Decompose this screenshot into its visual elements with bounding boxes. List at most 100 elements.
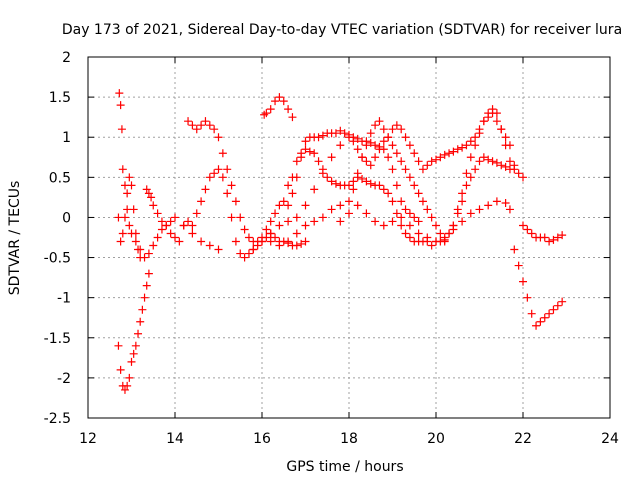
data-point bbox=[336, 217, 345, 226]
data-point bbox=[453, 145, 462, 154]
data-point bbox=[484, 109, 493, 118]
data-point bbox=[475, 129, 484, 138]
data-point bbox=[488, 157, 497, 166]
data-point bbox=[327, 153, 336, 162]
data-point bbox=[117, 125, 126, 134]
data-point bbox=[375, 181, 384, 190]
data-point bbox=[301, 201, 310, 210]
data-point bbox=[279, 97, 288, 106]
data-point bbox=[432, 155, 440, 164]
data-point bbox=[120, 385, 129, 394]
data-point bbox=[358, 153, 367, 162]
data-point bbox=[138, 305, 147, 314]
data-point bbox=[362, 209, 371, 218]
data-point bbox=[314, 133, 323, 142]
data-point bbox=[301, 137, 310, 146]
data-point bbox=[244, 249, 253, 258]
series-track-j bbox=[336, 197, 514, 246]
data-point bbox=[397, 221, 406, 230]
data-point bbox=[401, 165, 410, 174]
data-point bbox=[458, 189, 467, 198]
data-point bbox=[336, 201, 345, 210]
data-point bbox=[266, 105, 275, 114]
data-point bbox=[379, 185, 388, 194]
data-point bbox=[210, 169, 219, 178]
data-point bbox=[140, 293, 149, 302]
data-point bbox=[188, 121, 197, 130]
data-point bbox=[116, 365, 125, 374]
data-point bbox=[231, 237, 240, 246]
data-point bbox=[449, 225, 458, 234]
data-point bbox=[371, 153, 380, 162]
data-point bbox=[288, 173, 297, 182]
data-point bbox=[260, 110, 269, 119]
data-point bbox=[214, 165, 223, 174]
data-point bbox=[475, 205, 484, 214]
data-point bbox=[318, 169, 327, 178]
data-point bbox=[362, 141, 371, 150]
data-point bbox=[262, 109, 271, 118]
data-point bbox=[436, 229, 445, 238]
data-point bbox=[427, 157, 436, 166]
data-point bbox=[401, 229, 410, 238]
data-point bbox=[405, 173, 414, 182]
data-point bbox=[362, 157, 371, 166]
data-point bbox=[336, 126, 345, 135]
data-point bbox=[125, 373, 134, 382]
data-point bbox=[310, 185, 319, 194]
data-point bbox=[353, 201, 362, 210]
data-point bbox=[427, 241, 436, 250]
y-tick-label: -2.5 bbox=[44, 411, 71, 427]
data-point bbox=[523, 225, 532, 234]
data-point bbox=[462, 141, 471, 150]
data-point bbox=[275, 241, 284, 250]
data-point bbox=[405, 209, 414, 218]
data-point bbox=[388, 165, 397, 174]
data-point bbox=[510, 245, 519, 254]
y-tick-label: -1.5 bbox=[44, 331, 71, 347]
y-tick-label: 0.5 bbox=[49, 170, 71, 186]
data-point bbox=[284, 217, 293, 226]
data-point bbox=[314, 157, 323, 166]
data-point bbox=[375, 145, 384, 154]
series-track-e bbox=[184, 117, 423, 246]
data-point bbox=[366, 138, 375, 147]
y-tick-label: 1.5 bbox=[49, 90, 71, 106]
data-point bbox=[418, 197, 427, 206]
y-tick-label: 2 bbox=[62, 50, 71, 66]
data-point bbox=[275, 201, 284, 210]
data-point bbox=[125, 173, 134, 182]
data-point bbox=[414, 157, 423, 166]
data-point bbox=[545, 309, 554, 318]
data-point bbox=[258, 237, 266, 246]
data-point bbox=[292, 157, 301, 166]
data-point bbox=[484, 201, 493, 210]
x-tick-labels: 12 14 16 18 20 22 24 bbox=[79, 431, 619, 447]
data-point bbox=[492, 158, 501, 167]
data-point bbox=[305, 147, 314, 156]
y-tick-label: -2 bbox=[57, 371, 71, 387]
data-point bbox=[514, 261, 523, 270]
data-point bbox=[405, 141, 414, 150]
data-point bbox=[153, 209, 162, 218]
data-point bbox=[218, 173, 227, 182]
data-point bbox=[397, 125, 406, 134]
data-point bbox=[144, 189, 153, 198]
axis-ticks bbox=[87, 56, 611, 419]
data-point bbox=[275, 93, 284, 102]
data-point bbox=[297, 149, 306, 158]
data-point bbox=[184, 217, 193, 226]
data-point bbox=[288, 113, 297, 122]
data-point bbox=[284, 181, 293, 190]
x-tick-label: 20 bbox=[427, 431, 445, 447]
data-point bbox=[127, 357, 136, 366]
data-point bbox=[120, 213, 129, 222]
data-point bbox=[188, 221, 197, 230]
data-point bbox=[384, 133, 393, 142]
data-point bbox=[131, 341, 140, 350]
data-point bbox=[519, 277, 527, 286]
x-axis-label: GPS time / hours bbox=[286, 459, 403, 475]
data-point bbox=[310, 149, 319, 158]
data-point bbox=[379, 221, 388, 230]
data-point bbox=[301, 145, 310, 154]
